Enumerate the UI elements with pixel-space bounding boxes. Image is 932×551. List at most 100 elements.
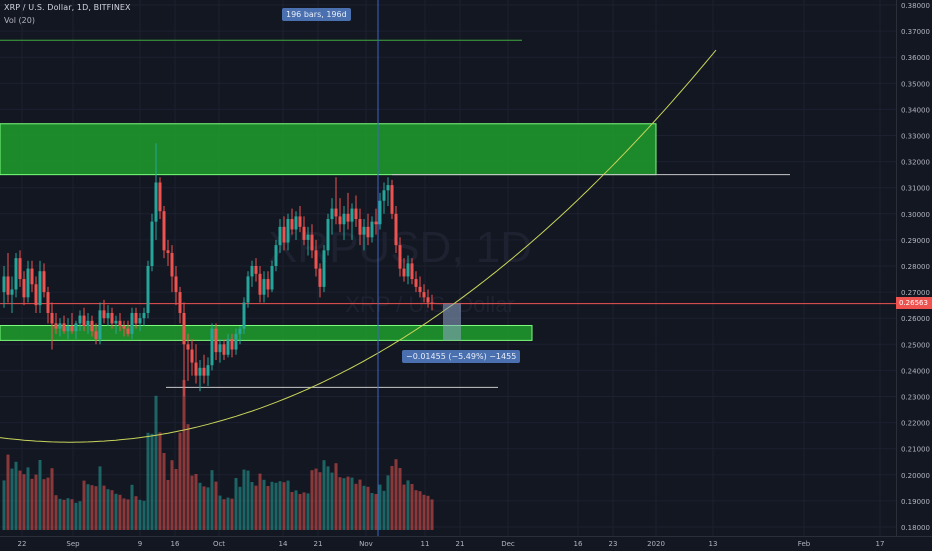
x-tick-label: Dec xyxy=(501,540,515,548)
measure-badge: −0.01455 (−5.49%) −1455 xyxy=(402,350,521,363)
volume-bar xyxy=(278,481,282,530)
symbol-title[interactable]: XRP / U.S. Dollar, 1D, BITFINEX xyxy=(4,3,131,12)
candle-body xyxy=(18,258,22,280)
bars-range-badge: 196 bars, 196d xyxy=(282,8,351,21)
candle-body xyxy=(318,268,322,287)
candle-body xyxy=(322,250,326,287)
candle-body xyxy=(158,182,162,212)
volume-bar xyxy=(154,395,158,530)
candle-body xyxy=(146,266,150,313)
candle-body xyxy=(226,339,230,355)
y-tick-label: 0.28000 xyxy=(901,263,930,271)
volume-bar xyxy=(386,475,390,530)
candle-body xyxy=(94,331,98,340)
volume-bar xyxy=(170,460,174,530)
candle-body xyxy=(270,266,274,290)
candle-body xyxy=(326,219,330,251)
x-tick-label: 23 xyxy=(609,540,618,548)
curve[interactable] xyxy=(0,49,717,443)
y-tick-label: 0.27000 xyxy=(901,289,930,297)
volume-bar xyxy=(358,479,362,530)
volume-bar xyxy=(298,494,302,530)
candle-body xyxy=(70,326,74,332)
volume-bar xyxy=(418,491,422,530)
volume-bar xyxy=(50,468,54,530)
volume-bar xyxy=(94,486,98,530)
candle-body xyxy=(174,276,178,293)
time-axis-border xyxy=(0,536,932,551)
volume-bar xyxy=(218,495,222,530)
x-tick-label: 16 xyxy=(574,540,583,548)
volume-bar xyxy=(378,484,382,530)
candle-body xyxy=(354,208,358,220)
volume-bar xyxy=(326,466,330,530)
candle-body xyxy=(166,250,170,253)
candle-body xyxy=(106,312,110,319)
volume-bar xyxy=(226,497,230,530)
candle-body xyxy=(34,284,38,306)
candle-body xyxy=(170,252,174,277)
candle-body xyxy=(398,245,402,269)
candle-body xyxy=(10,289,14,295)
candle-body xyxy=(358,219,362,235)
volume-bar xyxy=(38,460,42,530)
candle-body xyxy=(46,292,50,313)
volume-bar xyxy=(402,484,406,530)
candle-body xyxy=(346,213,350,222)
volume-bar xyxy=(78,501,82,530)
candle-body xyxy=(370,221,374,238)
candle-body xyxy=(38,271,42,306)
candle-body xyxy=(330,208,334,220)
candle-body xyxy=(302,226,306,240)
candle-body xyxy=(430,302,434,304)
volume-bar xyxy=(178,432,182,530)
volume-bar xyxy=(282,482,286,530)
grid xyxy=(0,0,896,536)
volume-bar xyxy=(254,485,258,530)
candle-body xyxy=(374,221,378,225)
candle-body xyxy=(426,297,430,303)
candle-body xyxy=(258,273,262,295)
curve-path xyxy=(0,49,717,443)
y-tick-label: 0.20000 xyxy=(901,472,930,480)
candle-body xyxy=(222,344,226,355)
volume-bar xyxy=(82,480,86,530)
volume-bar xyxy=(114,493,118,530)
y-tick-label: 0.30000 xyxy=(901,211,930,219)
candle-body xyxy=(366,226,370,238)
candle-body xyxy=(110,312,114,324)
volume-bar xyxy=(410,484,414,530)
volume-bar xyxy=(422,494,426,530)
volume-bar xyxy=(146,432,150,530)
volume-bar xyxy=(294,490,298,530)
candle-body xyxy=(122,326,126,329)
volume-bar xyxy=(10,468,14,530)
volume-bar xyxy=(30,478,34,530)
x-axis[interactable]: 22 Sep 9 16 Oct 14 21 Nov 11 21 Dec 16 23 2020 13 Feb 17 xyxy=(18,540,885,548)
candle-body xyxy=(210,328,214,366)
candle-body xyxy=(298,216,302,227)
volume-bar xyxy=(110,490,114,530)
volume-bar xyxy=(290,492,294,530)
candle-body xyxy=(218,344,222,353)
volume-bar xyxy=(14,461,18,530)
x-tick-label: 16 xyxy=(171,540,180,548)
volume-bar xyxy=(242,469,246,530)
volume-bar xyxy=(266,486,270,530)
volume-bar xyxy=(286,480,290,530)
volume-bar xyxy=(98,466,102,530)
y-tick-label: 0.34000 xyxy=(901,106,930,114)
volume-bar xyxy=(6,454,10,530)
volume-bar xyxy=(262,479,266,530)
candle-body xyxy=(390,185,394,214)
price-axis-border xyxy=(896,0,932,536)
y-tick-label: 0.26000 xyxy=(901,315,930,323)
candle-body xyxy=(246,276,250,303)
candle-body xyxy=(54,323,58,329)
volume-indicator-label[interactable]: Vol (20) xyxy=(4,16,35,25)
candle-body xyxy=(306,234,310,240)
y-axis[interactable]: 0.38000 0.37000 0.36000 0.35000 0.34000 0.330… xyxy=(901,2,930,532)
candle-body xyxy=(350,208,354,222)
volume-bar xyxy=(430,499,434,530)
